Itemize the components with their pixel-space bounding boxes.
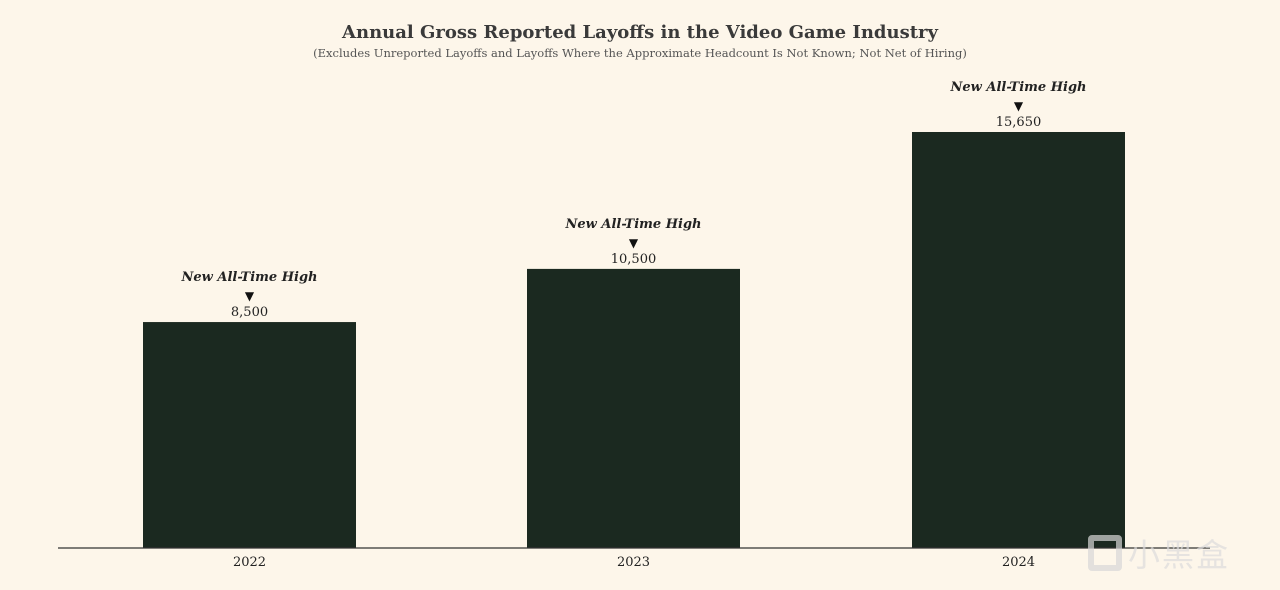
- bar: [527, 268, 740, 548]
- x-tick-label: 2023: [617, 555, 650, 570]
- annotation-label: New All-Time High: [180, 270, 317, 285]
- bar: [143, 322, 356, 548]
- bar: [912, 132, 1125, 548]
- chart-subtitle: (Excludes Unreported Layoffs and Layoffs…: [313, 46, 967, 60]
- annotation-arrow: ▼: [245, 289, 255, 303]
- value-label: 8,500: [231, 305, 268, 320]
- annotation-label: New All-Time High: [949, 80, 1086, 95]
- value-label: 10,500: [611, 252, 657, 267]
- x-tick-label: 2022: [233, 555, 266, 570]
- annotation-arrow: ▼: [1014, 99, 1024, 113]
- watermark-icon: [1088, 535, 1122, 571]
- value-label: 15,650: [996, 115, 1042, 130]
- watermark-logo: 小黑盒: [1088, 530, 1230, 576]
- watermark-text: 小黑盒: [1128, 536, 1231, 574]
- annotation-label: New All-Time High: [564, 217, 701, 232]
- chart-title: Annual Gross Reported Layoffs in the Vid…: [342, 22, 938, 43]
- x-tick-label: 2024: [1002, 555, 1035, 570]
- annotation-arrow: ▼: [629, 236, 639, 250]
